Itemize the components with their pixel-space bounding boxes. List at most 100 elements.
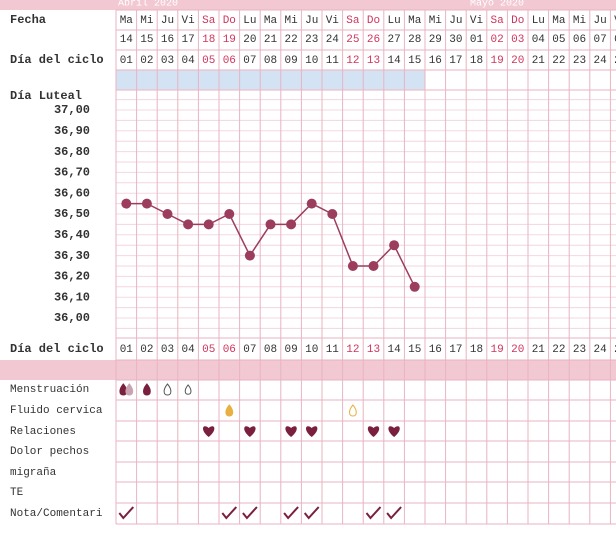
date: 18	[202, 34, 215, 46]
cycle-day: 13	[367, 344, 380, 356]
weekday: Lu	[387, 15, 400, 27]
cycle-day: 18	[470, 55, 483, 67]
cycle-day: 08	[264, 55, 277, 67]
drop-icon	[349, 404, 357, 417]
cycle-day: 24	[593, 55, 607, 67]
date: 26	[367, 34, 380, 46]
date: 27	[387, 34, 400, 46]
cycle-day: 10	[305, 55, 318, 67]
heart-icon	[285, 426, 297, 437]
cycle-day: 04	[181, 55, 195, 67]
drop-icon	[184, 384, 192, 395]
weekday: Ma	[264, 15, 278, 27]
temp-point	[327, 209, 338, 219]
weekday: Sa	[346, 15, 360, 27]
date: 02	[490, 34, 503, 46]
weekday: Lu	[243, 15, 256, 27]
date: 21	[264, 34, 278, 46]
date: 23	[305, 34, 318, 46]
cycle-day: 23	[573, 344, 586, 356]
y-tick-label: 36,30	[54, 249, 90, 263]
symptom-label: Fluido cervica	[10, 405, 103, 417]
cycle-day: 25	[614, 344, 616, 356]
cycle-day: 15	[408, 55, 421, 67]
drop-icon	[143, 383, 151, 396]
heart-icon	[203, 426, 215, 437]
symptom-label: Relaciones	[10, 426, 76, 438]
cycle-day: 09	[284, 55, 297, 67]
cycle-day: 05	[202, 55, 215, 67]
cycle-day: 19	[490, 55, 503, 67]
weekday: Ma	[552, 15, 566, 27]
y-tick-label: 36,90	[54, 124, 90, 138]
cycle-day: 13	[367, 55, 380, 67]
temp-point	[141, 198, 152, 209]
cycle-day: 08	[264, 344, 277, 356]
y-tick-label: 36,00	[54, 311, 90, 325]
weekday: Lu	[532, 15, 545, 27]
temp-point	[306, 198, 317, 209]
date: 17	[181, 34, 194, 46]
cycle-band	[116, 70, 425, 90]
heart-icon	[388, 426, 400, 437]
date: 24	[326, 34, 340, 46]
weekday: Ju	[593, 15, 606, 27]
weekday: Do	[511, 15, 524, 27]
weekday: Sa	[490, 15, 504, 27]
weekday: Ma	[408, 15, 422, 27]
temp-point	[347, 261, 358, 271]
date: 22	[284, 34, 297, 46]
date: 30	[449, 34, 462, 46]
cycle-day: 25	[614, 55, 616, 67]
weekday: Mi	[429, 15, 443, 27]
cycle-day: 12	[346, 55, 359, 67]
cycle-day: 02	[140, 344, 153, 356]
cycle-day: 02	[140, 55, 153, 67]
y-tick-label: 36,50	[54, 207, 90, 221]
cycle-day: 23	[573, 55, 586, 67]
cycle-day: 01	[120, 344, 134, 356]
weekday: Ju	[161, 15, 174, 27]
weekday: Do	[223, 15, 236, 27]
weekday: Vi	[614, 15, 616, 27]
y-tick-label: 37,00	[54, 103, 90, 117]
temp-point	[244, 250, 255, 261]
date: 01	[470, 34, 484, 46]
temp-point	[162, 209, 173, 219]
symptom-label: migraña	[10, 467, 57, 479]
date: 03	[511, 34, 524, 46]
weekday: Mi	[140, 15, 154, 27]
symptom-label: Menstruación	[10, 384, 89, 396]
cycle-day: 21	[532, 55, 546, 67]
cycle-day: 03	[161, 344, 174, 356]
cycle-day: 20	[511, 55, 524, 67]
date: 28	[408, 34, 421, 46]
check-icon	[303, 506, 320, 520]
cycle-day: 18	[470, 344, 483, 356]
y-axis-label: Día Luteal	[10, 89, 82, 103]
temp-point	[203, 219, 214, 230]
row-label: Día del ciclo	[10, 342, 104, 356]
symptom-label: Dolor pechos	[10, 446, 89, 458]
cycle-day: 05	[202, 344, 215, 356]
weekday: Mi	[573, 15, 587, 27]
cycle-day: 24	[593, 344, 607, 356]
y-tick-label: 36,20	[54, 270, 90, 284]
cycle-day: 09	[284, 344, 297, 356]
date: 14	[120, 34, 134, 46]
temp-point	[265, 219, 276, 230]
cycle-day: 12	[346, 344, 359, 356]
weekday: Ma	[120, 15, 134, 27]
temp-point	[121, 198, 132, 209]
y-tick-label: 36,10	[54, 290, 90, 304]
cycle-day: 06	[223, 55, 236, 67]
temp-point	[389, 240, 400, 251]
drop-icon	[163, 383, 172, 396]
date: 07	[593, 34, 606, 46]
cycle-day: 19	[490, 344, 503, 356]
check-icon	[242, 506, 258, 520]
month-band	[0, 0, 616, 10]
weekday: Mi	[284, 15, 298, 27]
cycle-day: 17	[449, 344, 462, 356]
